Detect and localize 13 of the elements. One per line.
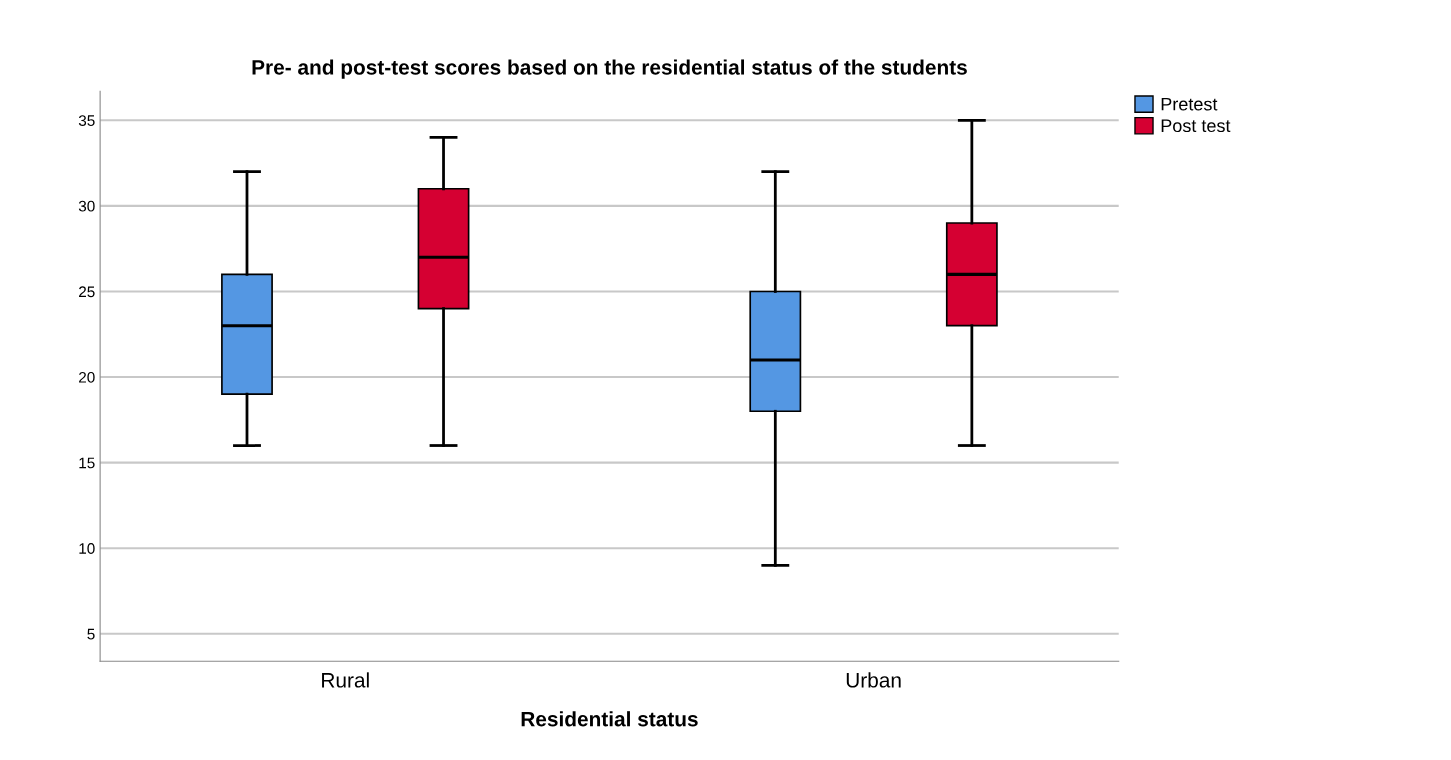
x-tick-label: Rural: [322, 672, 369, 688]
legend-label: Post test: [1161, 119, 1231, 133]
x-axis-title: Residential status: [521, 711, 698, 727]
x-tick-label: Urban: [846, 672, 901, 688]
y-tick-label: 20: [79, 371, 95, 383]
y-tick-label: 35: [78, 115, 95, 126]
y-tick-label: 25: [79, 286, 95, 298]
legend-label: Pretest: [1161, 97, 1218, 111]
y-tick-label: 30: [78, 200, 95, 212]
y-tick-label: 10: [79, 543, 95, 554]
chart-title: Pre- and post-test scores based on the residential status of the students: [252, 59, 967, 79]
y-tick-label: 5: [87, 628, 95, 640]
y-tick-label: 15: [79, 457, 95, 469]
